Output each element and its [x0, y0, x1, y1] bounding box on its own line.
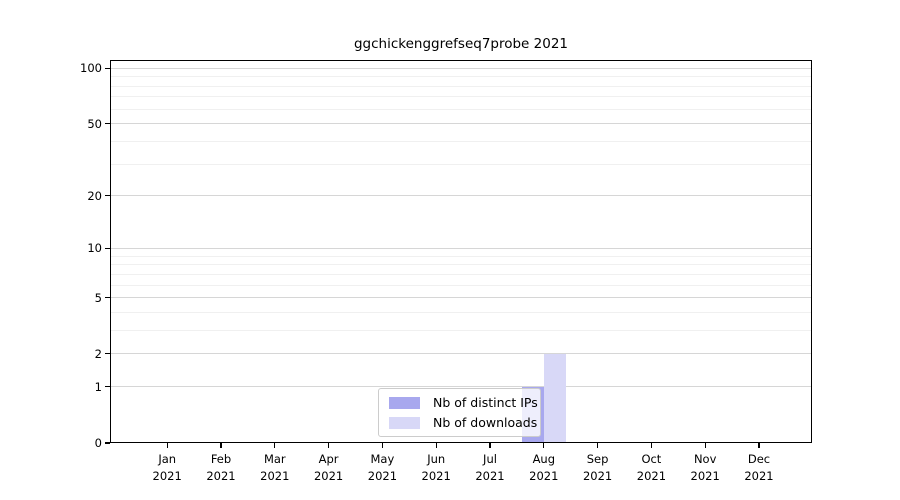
y-tick-label: 1 — [94, 379, 102, 394]
x-tick-year: 2021 — [690, 468, 720, 483]
major-gridline — [110, 386, 812, 388]
legend-label-downloads: Nb of downloads — [433, 415, 538, 430]
y-tick-label: 0 — [94, 436, 102, 450]
y-tick — [105, 123, 110, 125]
x-tick — [328, 443, 330, 448]
x-tick — [650, 443, 652, 448]
minor-gridline — [110, 163, 812, 165]
minor-gridline — [110, 273, 812, 275]
x-tick-label: Mar 2021 — [245, 451, 305, 484]
x-tick-month: Jul — [483, 452, 497, 466]
x-tick-year: 2021 — [367, 468, 398, 483]
x-tick-year: 2021 — [206, 468, 236, 483]
x-tick-label: May 2021 — [352, 451, 412, 484]
x-tick — [381, 443, 383, 448]
minor-gridline — [110, 255, 812, 257]
x-tick-month: Feb — [210, 452, 232, 466]
x-tick-label: Dec 2021 — [729, 451, 789, 484]
y-tick-label: 20 — [87, 188, 102, 203]
y-tick-label: 10 — [87, 241, 102, 256]
x-tick-label: Sep 2021 — [568, 451, 628, 484]
y-tick — [105, 195, 110, 197]
major-gridline — [110, 353, 812, 355]
x-tick-year: 2021 — [475, 468, 505, 483]
x-tick-label: Feb 2021 — [191, 451, 251, 484]
y-tick-label: 50 — [87, 116, 102, 131]
bar-downloads — [543, 353, 566, 443]
major-gridline — [110, 247, 812, 249]
minor-gridline — [110, 311, 812, 313]
minor-gridline — [110, 96, 812, 98]
legend-item-downloads: Nb of downloads — [379, 415, 540, 430]
x-tick-label: Nov 2021 — [675, 451, 735, 484]
x-tick-label: Apr 2021 — [299, 451, 359, 484]
x-tick — [220, 443, 222, 448]
legend: Nb of distinct IPs Nb of downloads — [378, 388, 541, 437]
x-tick-month: Sep — [586, 452, 609, 466]
y-tick — [105, 296, 110, 299]
major-gridline — [110, 195, 812, 197]
x-tick-year: 2021 — [421, 468, 451, 483]
x-tick-year: 2021 — [636, 468, 667, 483]
minor-gridline — [110, 264, 812, 266]
x-tick-label: Jul 2021 — [460, 451, 520, 484]
y-tick — [105, 353, 110, 355]
major-gridline — [110, 67, 812, 69]
x-tick-month: Oct — [641, 452, 662, 466]
x-tick-month: Apr — [318, 452, 339, 466]
x-tick — [597, 443, 599, 448]
x-tick — [704, 443, 706, 448]
x-tick-year: 2021 — [152, 468, 182, 483]
x-tick-label: Aug 2021 — [514, 451, 574, 484]
legend-item-distinct-ips: Nb of distinct IPs — [379, 395, 540, 410]
x-tick-year: 2021 — [313, 468, 344, 483]
x-tick-label: Oct 2021 — [621, 451, 681, 484]
y-tick — [105, 386, 110, 388]
x-tick-month: Aug — [532, 452, 556, 466]
y-tick-label: 2 — [94, 346, 102, 361]
minor-gridline — [110, 85, 812, 87]
y-tick-label: 100 — [80, 61, 102, 76]
major-gridline — [110, 123, 812, 125]
legend-swatch-downloads — [389, 416, 420, 429]
y-tick — [105, 67, 110, 69]
x-tick-month: May — [370, 452, 395, 466]
major-gridline — [110, 297, 812, 299]
y-tick-label: 5 — [94, 290, 102, 305]
x-tick-month: Dec — [747, 452, 771, 466]
y-tick — [105, 247, 110, 249]
x-tick-month: Jun — [427, 452, 446, 466]
x-tick-label: Jan 2021 — [137, 451, 197, 484]
chart-title: ggchickenggrefseq7probe 2021 — [353, 36, 569, 52]
y-tick — [105, 442, 110, 444]
legend-swatch-distinct-ips — [389, 396, 420, 409]
x-tick — [435, 443, 437, 448]
x-tick — [489, 443, 491, 448]
x-tick — [166, 443, 168, 448]
x-tick — [274, 443, 276, 448]
x-tick-year: 2021 — [582, 468, 613, 483]
minor-gridline — [110, 141, 812, 143]
minor-gridline — [110, 76, 812, 78]
x-tick-month: Nov — [693, 452, 717, 466]
x-tick-month: Jan — [158, 452, 177, 466]
minor-gridline — [110, 329, 812, 331]
x-tick-year: 2021 — [260, 468, 290, 483]
plot-area: Nb of distinct IPs Nb of downloads — [110, 60, 812, 443]
minor-gridline — [110, 108, 812, 110]
x-tick — [758, 443, 760, 448]
minor-gridline — [110, 284, 812, 286]
x-tick-month: Mar — [263, 452, 286, 466]
legend-label-distinct-ips: Nb of distinct IPs — [433, 395, 538, 410]
x-tick-label: Jun 2021 — [406, 451, 466, 484]
x-tick-year: 2021 — [529, 468, 559, 483]
x-tick — [543, 443, 545, 448]
x-tick-year: 2021 — [744, 468, 774, 483]
